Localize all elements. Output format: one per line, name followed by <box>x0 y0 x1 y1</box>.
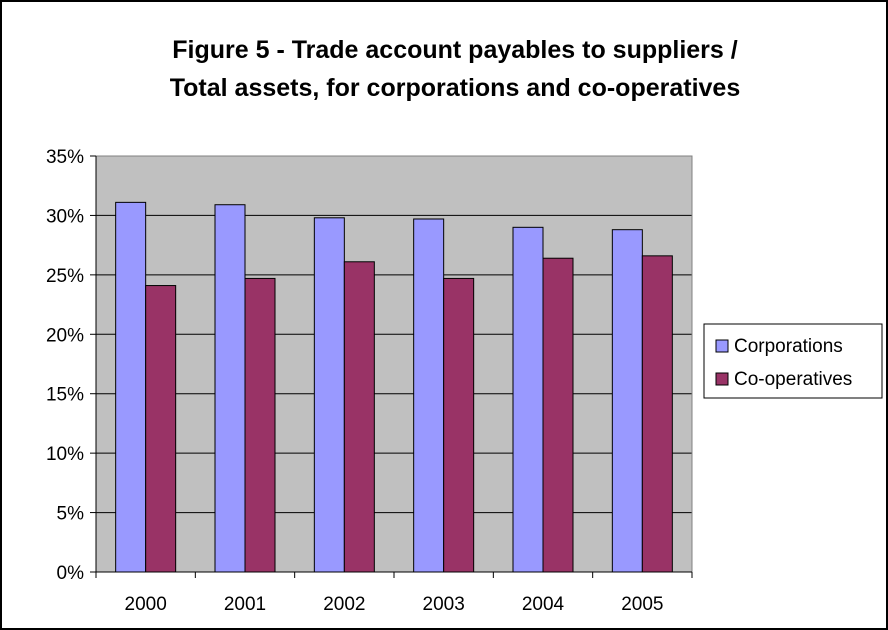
legend-label-corporations: Corporations <box>734 336 843 357</box>
y-tick-label: 0% <box>57 563 85 584</box>
bar-co-operatives-2005 <box>641 255 673 573</box>
x-tick-label: 2002 <box>323 594 365 615</box>
bar-co-operatives-2001 <box>244 277 276 573</box>
y-tick-label: 15% <box>46 385 84 406</box>
bar-co-operatives-2002 <box>343 261 375 573</box>
chart-title-line-2: Total assets, for corporations and co-op… <box>170 74 741 102</box>
chart-title-line-1: Figure 5 - Trade account payables to sup… <box>172 36 737 64</box>
legend: Corporations Co-operatives <box>703 323 883 399</box>
x-tick-label: 2005 <box>621 594 663 615</box>
y-axis-ticks: 0% 5% 10% 15% 20% 25% 30% 35% <box>46 147 96 584</box>
y-tick-label: 30% <box>46 206 84 227</box>
bar-corporations-2004 <box>512 226 544 573</box>
legend-swatch-corporations <box>715 339 729 353</box>
legend-label-co-operatives: Co-operatives <box>734 369 852 390</box>
y-tick-label: 35% <box>46 147 84 168</box>
x-tick-label: 2003 <box>423 594 465 615</box>
y-tick-label: 5% <box>57 504 85 525</box>
bar-co-operatives-2003 <box>443 277 475 573</box>
bar-corporations-2005 <box>611 229 643 573</box>
bars <box>115 201 673 573</box>
bar-co-operatives-2004 <box>542 257 574 573</box>
x-tick-label: 2000 <box>125 594 167 615</box>
y-tick-label: 20% <box>46 325 84 346</box>
legend-box <box>703 323 883 399</box>
bar-corporations-2001 <box>214 204 246 573</box>
y-tick-label: 25% <box>46 266 84 287</box>
bar-corporations-2000 <box>115 201 147 573</box>
x-tick-label: 2001 <box>224 594 266 615</box>
bar-co-operatives-2000 <box>145 285 177 573</box>
bar-corporations-2002 <box>313 217 345 573</box>
x-tick-label: 2004 <box>522 594 565 615</box>
y-tick-label: 10% <box>46 444 84 465</box>
bar-corporations-2003 <box>413 218 445 573</box>
legend-swatch-co-operatives <box>715 372 729 386</box>
x-axis-ticks: 2000 2001 2002 2003 2004 2005 <box>95 572 693 615</box>
plot-area <box>96 156 692 572</box>
